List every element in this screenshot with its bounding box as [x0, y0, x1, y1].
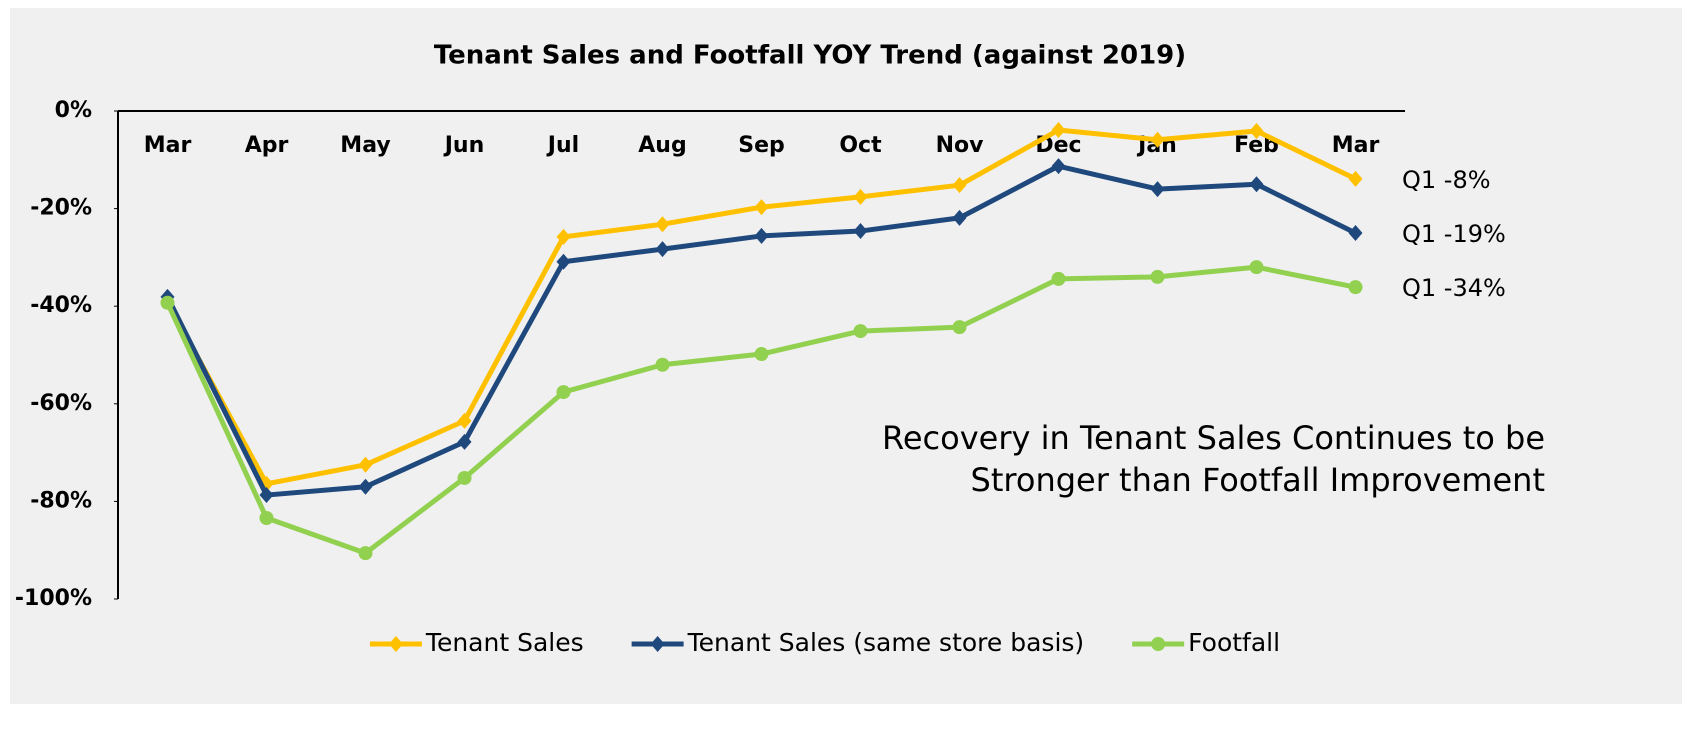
data-point [655, 216, 670, 233]
y-tick-label: -60% [30, 391, 92, 416]
data-point [853, 223, 868, 240]
legend-marker [650, 636, 665, 652]
y-tick-label: -80% [30, 488, 92, 513]
x-tick-label: Oct [839, 133, 882, 158]
data-point [1150, 269, 1165, 284]
data-point [358, 546, 373, 561]
y-tick-label: 0% [55, 98, 92, 123]
data-point [1249, 260, 1264, 275]
data-point [556, 385, 571, 400]
data-point [1348, 280, 1363, 295]
chart-title: Tenant Sales and Footfall YOY Trend (aga… [434, 41, 1186, 71]
data-point [1051, 158, 1066, 175]
data-point [556, 228, 571, 245]
data-point [556, 253, 571, 270]
data-point [1348, 170, 1363, 187]
x-tick-label: Mar [1332, 133, 1380, 158]
chart-background [10, 8, 1682, 704]
callout: Recovery in Tenant Sales Continues to be [882, 419, 1545, 457]
data-point [754, 347, 769, 362]
data-point [160, 295, 175, 310]
data-point [853, 188, 868, 205]
legend-marker [1151, 637, 1166, 651]
legend-label: Footfall [1188, 628, 1280, 657]
data-point [853, 324, 868, 339]
data-point [952, 320, 967, 335]
callout: Stronger than Footfall Improvement [971, 461, 1545, 499]
data-point [1051, 271, 1066, 286]
data-point [1051, 122, 1066, 139]
end-label: Q1 -19% [1402, 220, 1506, 248]
data-point [1150, 181, 1165, 198]
y-tick-label: -100% [15, 586, 92, 611]
data-point [457, 433, 472, 450]
x-tick-label: Apr [245, 133, 289, 158]
x-tick-label: Sep [738, 133, 785, 158]
x-tick-label: Jul [546, 133, 579, 158]
y-tick-label: -20% [30, 196, 92, 221]
x-tick-label: Aug [638, 133, 686, 158]
data-point [754, 199, 769, 216]
data-point [754, 227, 769, 244]
data-point [358, 456, 373, 473]
legend-label: Tenant Sales (same store basis) [687, 628, 1085, 657]
data-point [1348, 225, 1363, 241]
x-tick-label: May [340, 133, 390, 158]
data-point [358, 478, 373, 495]
data-point [457, 412, 472, 429]
end-label: Q1 -8% [1402, 166, 1491, 194]
data-point [1150, 131, 1165, 148]
legend-marker [388, 636, 403, 652]
end-label: Q1 -34% [1402, 274, 1506, 302]
data-point [259, 510, 274, 525]
legend-label: Tenant Sales [425, 628, 584, 657]
data-point [457, 470, 472, 485]
y-tick-label: -40% [30, 293, 92, 318]
data-point [655, 241, 670, 258]
data-point [655, 357, 670, 372]
x-tick-label: Nov [936, 133, 985, 158]
data-point [1249, 123, 1264, 140]
data-point [1249, 176, 1264, 193]
data-point [259, 487, 274, 504]
data-point [952, 209, 967, 226]
x-tick-label: Jun [443, 133, 485, 158]
data-point [952, 177, 967, 194]
x-tick-label: Mar [144, 133, 192, 158]
